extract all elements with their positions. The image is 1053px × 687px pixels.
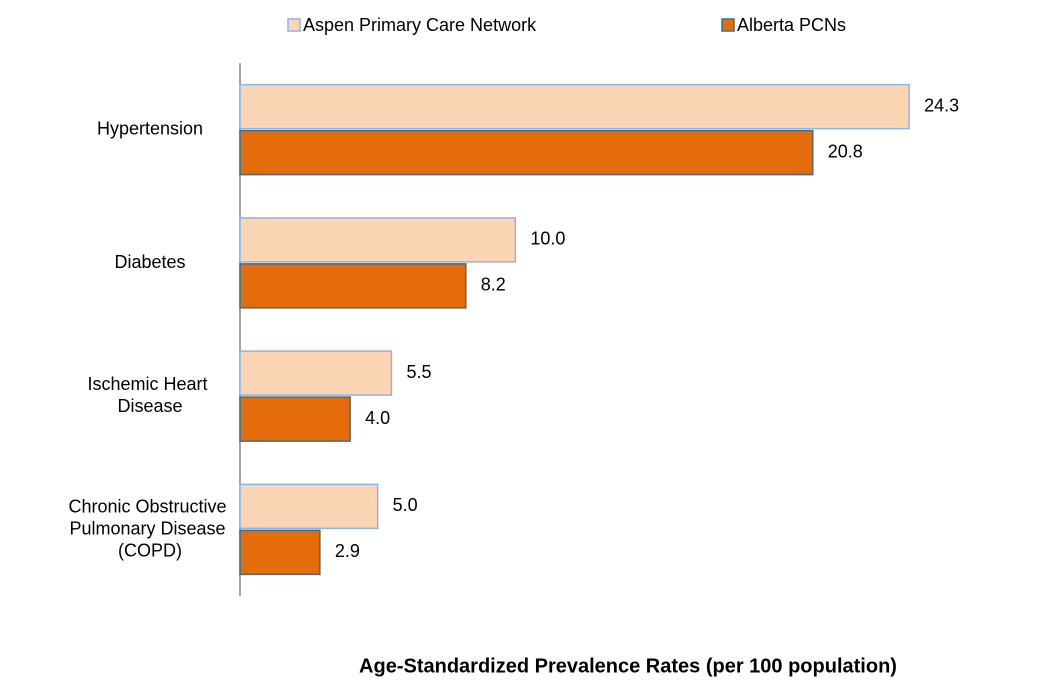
legend-swatch	[721, 18, 735, 32]
data-label: 8.2	[481, 275, 506, 295]
legend-label: Aspen Primary Care Network	[303, 15, 537, 35]
bar	[239, 217, 517, 263]
y-tick-label: Ischemic Heart Disease	[87, 374, 212, 416]
data-label: 5.0	[393, 495, 418, 515]
bar	[239, 529, 321, 576]
data-label: 20.8	[828, 141, 863, 161]
bar	[239, 129, 814, 176]
y-tick-label: Chronic Obstructive Pulmonary Disease (C…	[68, 496, 231, 560]
bar	[239, 83, 910, 130]
y-tick-label: Diabetes	[114, 252, 185, 272]
data-label: 2.9	[335, 541, 360, 561]
data-label: 5.5	[406, 362, 431, 382]
legend-label: Alberta PCNs	[737, 15, 846, 35]
data-label: 24.3	[924, 95, 959, 115]
bar	[239, 350, 393, 396]
x-axis-title: Age-Standardized Prevalence Rates (per 1…	[359, 655, 897, 677]
bar	[239, 263, 467, 309]
bar	[239, 483, 379, 530]
bar	[239, 396, 351, 442]
legend-swatch	[287, 18, 301, 32]
data-label: 10.0	[530, 229, 565, 249]
y-tick-label: Hypertension	[97, 118, 203, 138]
data-label: 4.0	[365, 408, 390, 428]
